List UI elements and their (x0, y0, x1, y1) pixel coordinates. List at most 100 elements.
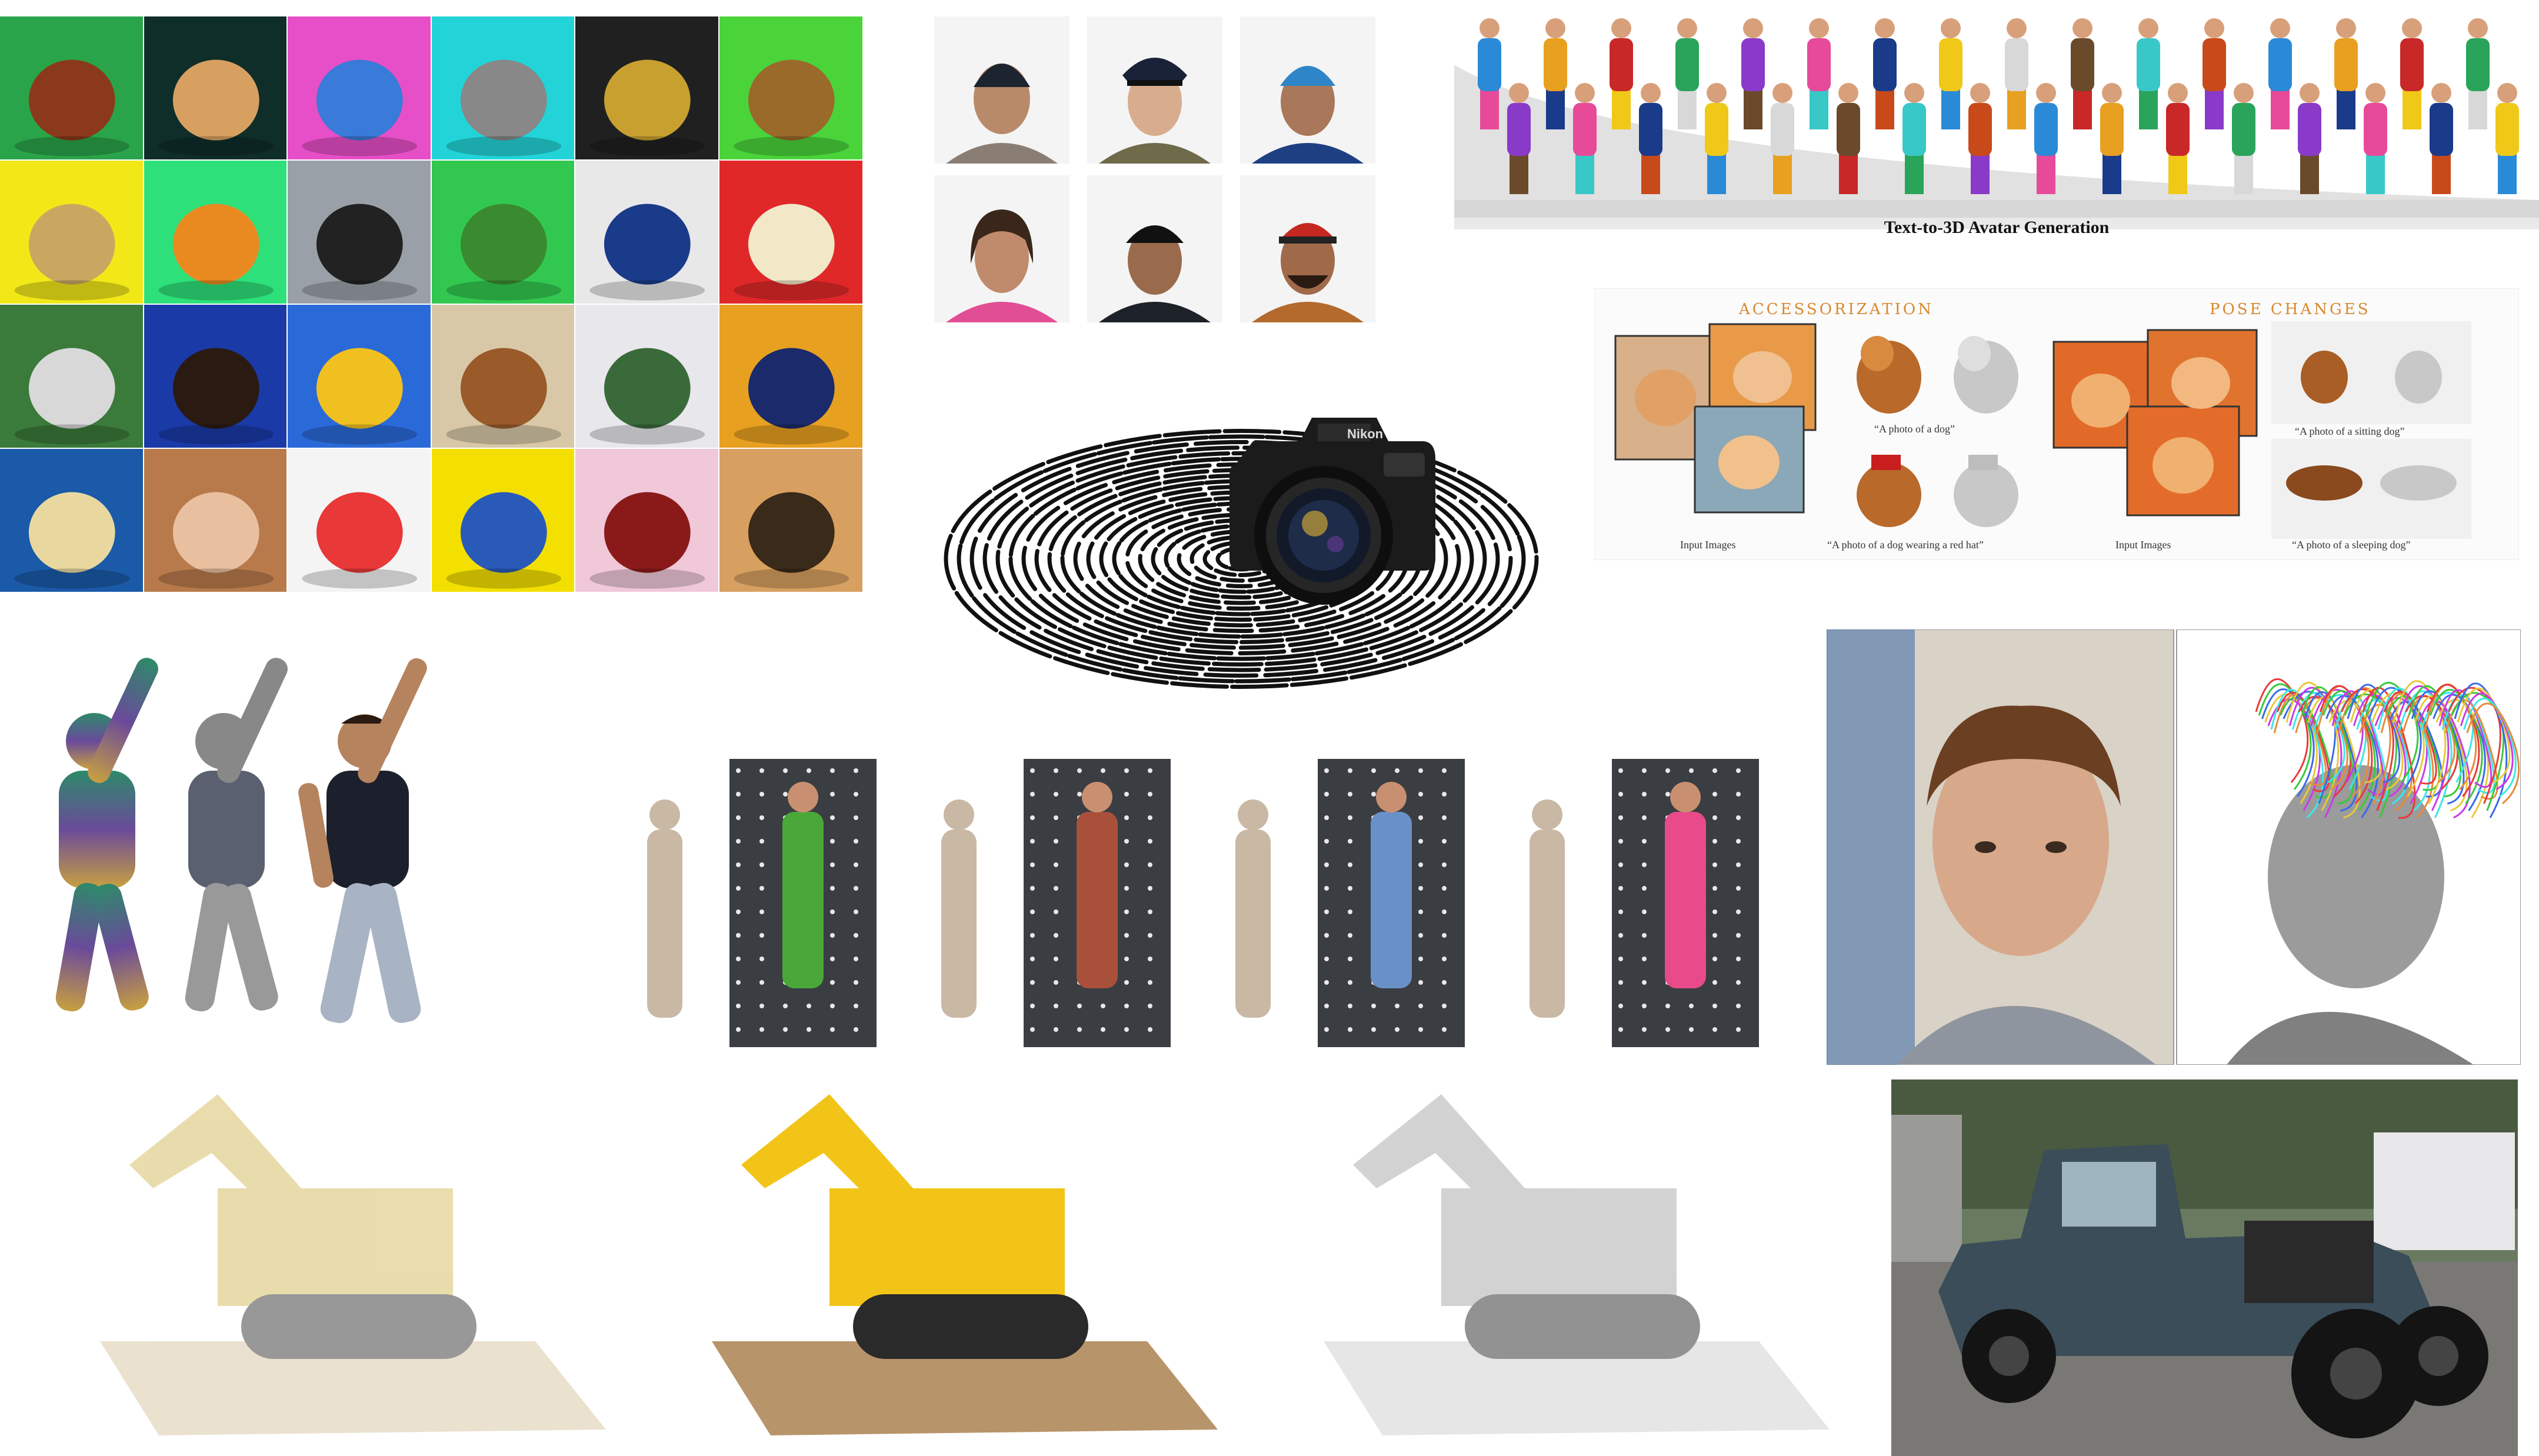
grid-cell (0, 16, 143, 159)
avatar-figure (2268, 18, 2292, 129)
avatar-figure (2430, 83, 2453, 194)
dancer-gray-cloud (185, 658, 288, 1012)
prompt-sleeping: “A photo of a sleeping dog” (2292, 539, 2411, 551)
generated-dog-4 (1954, 455, 2018, 527)
avatar-figure (2495, 83, 2519, 194)
avatar-caption: Text-to-3D Avatar Generation (1884, 218, 2110, 237)
pose-dog-sleeping-color (2286, 465, 2363, 501)
avatar-figure (2203, 18, 2226, 129)
avatar-figure (2232, 83, 2255, 194)
portrait-6 (1240, 175, 1375, 322)
hair-reconstruction-panel (1827, 629, 2521, 1065)
man-photo (1897, 705, 2156, 1065)
hair-strands-3d-render (2227, 678, 2520, 1065)
avatar-figure (2071, 18, 2094, 129)
grid-cell (719, 449, 862, 592)
mesh-figure (647, 799, 682, 1018)
portrait-1 (934, 16, 1069, 164)
avatar-figure (1478, 18, 1501, 129)
grid-cell (0, 305, 143, 448)
avatar-figure (1741, 18, 1765, 129)
input-images-right (2052, 329, 2258, 517)
avatar-figure (1544, 18, 1567, 129)
avatar-figure (1507, 83, 1531, 194)
generated-dog-2 (1954, 336, 2018, 414)
vintage-car (1938, 1144, 2488, 1438)
prompt-dog: “A photo of a dog” (1874, 423, 1955, 435)
prompt-sitting: “A photo of a sitting dog” (2295, 425, 2405, 437)
grid-cell (575, 161, 718, 304)
camera-icon: Nikon (1229, 418, 1435, 605)
hair-strands (2255, 678, 2520, 819)
input-images-left (1614, 323, 1817, 514)
pose-dog-sitting-gray (2395, 351, 2442, 404)
accessorization-header: ACCESSORIZATION (1739, 301, 1934, 318)
grid-cell (144, 16, 287, 159)
avatar-figure (1968, 83, 1992, 194)
pose-dog-sleeping-gray (2380, 465, 2457, 501)
mesh-figure (1235, 799, 1271, 1018)
pose-changes-header: POSE CHANGES (2210, 301, 2371, 318)
grid-cell (431, 161, 575, 304)
lego-bulldozer-panel (88, 1082, 1882, 1453)
vintage-car-panel (1891, 1079, 2518, 1456)
avatar-figure (1902, 83, 1926, 194)
head-portraits-panel (934, 16, 1375, 322)
avatar-figure (2298, 83, 2321, 194)
captured-person (1665, 812, 1706, 988)
avatar-figure (1939, 18, 1962, 129)
bulldozer-render (712, 1094, 1218, 1435)
grid-cell (431, 449, 575, 592)
grid-cell (144, 305, 287, 448)
avatar-figure (2334, 18, 2358, 129)
dancer-rainbow-cloud (55, 658, 158, 1012)
avatar-figure (1705, 83, 1728, 194)
avatar-figure (2005, 18, 2028, 129)
avatar-figure (1771, 83, 1794, 194)
grid-cell (144, 449, 287, 592)
grid-cell (288, 161, 431, 304)
avatar-figure (2166, 83, 2190, 194)
avatar-figure (1873, 18, 1897, 129)
avatar-figure (2034, 83, 2058, 194)
camera-brand: Nikon (1347, 427, 1383, 441)
avatar-figure (1675, 18, 1699, 129)
grid-cell (575, 449, 718, 592)
grid-cell (288, 305, 431, 448)
captured-person (1371, 812, 1412, 988)
grid-cell (144, 161, 287, 304)
grid-cell (288, 449, 431, 592)
avatar-figure (2137, 18, 2160, 129)
bulldozer-gray-render (1324, 1094, 1830, 1435)
dancing-human-panel (24, 653, 565, 1077)
dog-editing-panel: ACCESSORIZATION POSE CHANGES (1594, 288, 2519, 560)
avatar-figure (2400, 18, 2424, 129)
portrait-4 (934, 175, 1069, 322)
grid-cell (0, 449, 143, 592)
capture-studio-panel (579, 759, 1762, 1053)
grid-cells (0, 16, 864, 593)
portrait-5 (1087, 175, 1222, 322)
grid-cell (719, 305, 862, 448)
captured-person (1077, 812, 1118, 988)
mesh-figure (941, 799, 977, 1018)
grid-cell (719, 161, 862, 304)
camera-fingerprint-panel: Nikon (941, 388, 1559, 706)
prompt-red-hat: “A photo of a dog wearing a red hat” (1827, 539, 1984, 551)
grid-cell (719, 16, 862, 159)
generated-dog-1 (1857, 336, 1921, 414)
grid-cell (0, 161, 143, 304)
grid-cell (431, 305, 575, 448)
grid-cell (575, 16, 718, 159)
generated-dog-3 (1857, 455, 1921, 527)
avatar-figure (2466, 18, 2490, 129)
captured-person (782, 812, 824, 988)
bulldozer-point-cloud (100, 1094, 606, 1435)
input-images-left-label: Input Images (1680, 539, 1736, 551)
pose-dog-sitting-color (2301, 351, 2348, 404)
grid-cell (575, 305, 718, 448)
avatar-figure (1573, 83, 1597, 194)
avatar-figure (2100, 83, 2124, 194)
avatar-lineup (1454, 18, 2539, 229)
dancer-photo (298, 658, 427, 1024)
